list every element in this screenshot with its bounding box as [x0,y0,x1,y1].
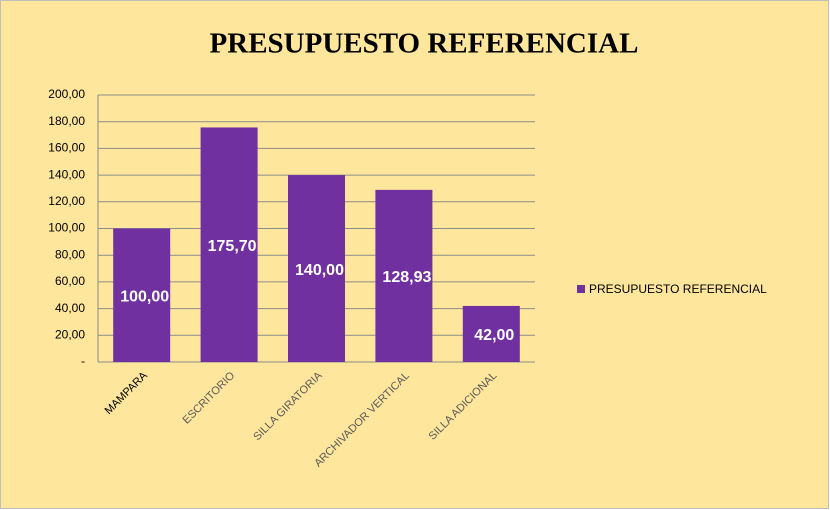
legend-swatch [577,285,585,293]
y-tick-label: 20,00 [55,327,85,341]
y-tick-label: 180,00 [48,114,85,128]
data-label: 175,70 [208,238,257,255]
legend-label: PRESUPUESTO REFERENCIAL [589,282,767,296]
y-tick-label: 160,00 [48,141,85,155]
y-tick-label: 120,00 [48,194,85,208]
data-label: 128,93 [382,269,431,286]
y-tick-label: - [81,354,85,368]
bar [375,189,433,362]
data-label: 140,00 [295,262,344,279]
y-tick-label: 40,00 [55,301,85,315]
y-tick-label: 100,00 [48,221,85,235]
bar [113,228,171,362]
y-tick-label: 80,00 [55,247,85,261]
data-label: 100,00 [120,288,169,305]
chart-title: PRESUPUESTO REFERENCIAL [210,28,639,60]
bar [462,305,520,362]
y-tick-label: 200,00 [48,87,85,101]
bar [288,175,345,362]
y-tick-label: 140,00 [48,167,85,181]
bar [200,127,258,363]
data-label: 42,00 [474,327,514,344]
y-tick-label: 60,00 [55,274,85,288]
